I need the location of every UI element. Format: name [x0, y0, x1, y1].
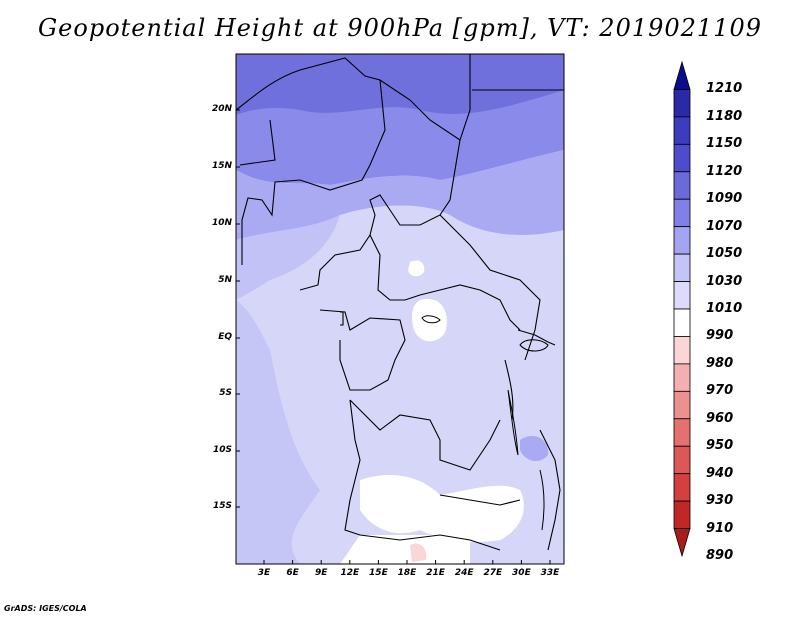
colorbar-swatch: [673, 253, 691, 282]
colorbar-label: 1120: [706, 163, 743, 179]
colorbar-label: 980: [706, 355, 734, 371]
colorbar-swatch: [673, 171, 691, 200]
colorbar-swatch: [673, 445, 691, 475]
colorbar-swatch: [673, 390, 691, 420]
lon-label: 9E: [314, 568, 328, 578]
colorbar: [673, 60, 691, 558]
colorbar-label: 1030: [706, 273, 743, 289]
colorbar-label: 1050: [706, 246, 743, 262]
colorbar-swatch: [673, 198, 691, 228]
colorbar-swatch: [673, 89, 691, 118]
colorbar-label: 950: [706, 438, 734, 454]
lat-label: 5S: [219, 388, 232, 398]
colorbar-swatch: [673, 116, 691, 145]
colorbar-label: 970: [706, 383, 734, 399]
colorbar-swatch: [673, 60, 691, 90]
height-field: [236, 54, 564, 564]
axis-ticks: [236, 109, 551, 564]
colorbar-swatch: [673, 528, 691, 558]
colorbar-label: 1210: [706, 81, 743, 97]
lon-label: 12E: [340, 568, 360, 578]
colorbar-swatch: [673, 473, 691, 502]
colorbar-label: 1150: [706, 136, 743, 152]
colorbar-label: 910: [706, 520, 734, 536]
country-borders: [235, 54, 564, 551]
grads-credit: GrADS: IGES/COLA: [4, 604, 87, 613]
colorbar-label: 1090: [706, 191, 743, 207]
lon-label: 33E: [540, 568, 560, 578]
colorbar-label: 940: [706, 465, 734, 481]
colorbar-label: 1070: [706, 218, 743, 234]
colorbar-swatch: [673, 143, 691, 173]
lon-label: 18E: [397, 568, 417, 578]
colorbar-label: 1010: [706, 301, 743, 316]
lake-outlines: [421, 315, 549, 531]
lon-label: 15E: [369, 568, 388, 578]
lat-label: 10S: [212, 445, 232, 455]
lat-label: 15S: [212, 501, 232, 511]
map-frame: [235, 53, 565, 565]
colorbar-label: 930: [706, 493, 734, 509]
colorbar-label: 990: [706, 328, 734, 344]
colorbar-label: 890: [706, 548, 734, 563]
colorbar-swatch: [673, 281, 691, 310]
lat-label: 15N: [211, 161, 232, 171]
lon-label: 30E: [512, 568, 531, 578]
lon-label: 27E: [483, 568, 503, 578]
colorbar-label: 960: [706, 410, 734, 426]
lat-label: EQ: [218, 332, 232, 342]
lon-label: 21E: [426, 568, 445, 578]
colorbar-swatch: [673, 500, 691, 529]
lat-label: 5N: [218, 275, 232, 285]
colorbar-swatch: [673, 308, 691, 337]
lat-label: 20N: [211, 104, 232, 114]
map-title: Geopotential Height at 900hPa [gpm], VT:…: [38, 14, 762, 42]
lon-label: 6E: [286, 568, 299, 578]
colorbar-swatch: [673, 336, 691, 365]
colorbar-swatch: [673, 418, 691, 447]
colorbar-swatch: [673, 226, 691, 255]
lat-label: 10N: [211, 218, 232, 228]
lon-label: 3E: [257, 568, 271, 578]
lon-label: 24E: [454, 568, 474, 578]
colorbar-swatch: [673, 363, 691, 392]
colorbar-label: 1180: [706, 108, 743, 124]
